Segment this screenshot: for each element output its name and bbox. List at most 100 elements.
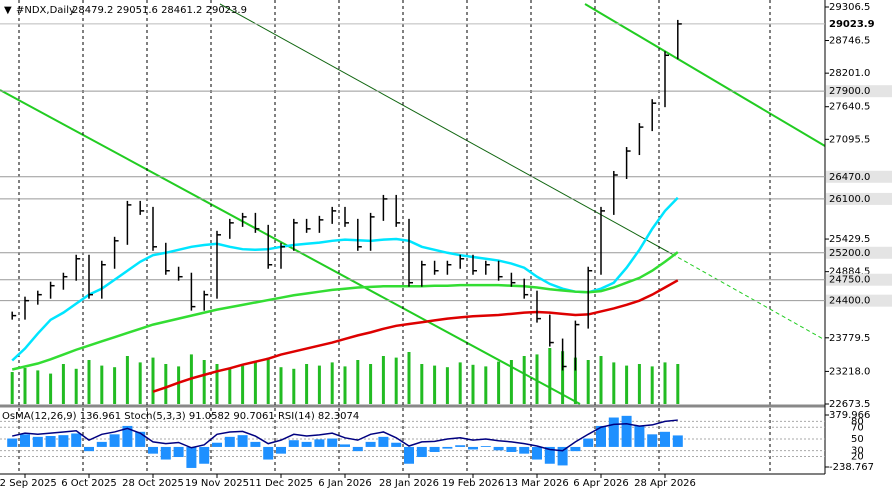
osma-bar xyxy=(519,446,530,454)
volume-bar xyxy=(61,364,65,404)
symbol: ▼ xyxy=(4,5,12,16)
volume-bar xyxy=(407,352,411,404)
moving-average xyxy=(11,251,679,371)
y2-tick-label: 70 xyxy=(851,422,864,433)
osma-bar xyxy=(647,434,658,447)
volume-bar xyxy=(100,365,104,404)
volume-bar xyxy=(317,365,321,404)
osma-bar xyxy=(391,442,402,447)
y-tick-label: 27640.5 xyxy=(829,102,870,113)
osma-bar xyxy=(557,446,568,466)
osma-bar xyxy=(301,441,312,447)
osma-bar xyxy=(224,436,235,447)
level-label: 25200.0 xyxy=(829,248,870,259)
osma-bar xyxy=(20,434,30,447)
osma-bar xyxy=(32,436,43,447)
osma-bar xyxy=(570,446,581,452)
osma-bar xyxy=(327,438,338,447)
volume-bar xyxy=(330,362,334,404)
y2-tick-label: 80 xyxy=(851,416,864,427)
osma-bar xyxy=(378,436,389,447)
volume-bar xyxy=(497,361,501,404)
osma-bar xyxy=(7,438,18,447)
osma-bar xyxy=(288,440,299,447)
level-label-box xyxy=(826,85,892,98)
level-label-box xyxy=(826,294,892,307)
volume-bar xyxy=(23,368,27,404)
osma-bar xyxy=(493,446,504,451)
volume-bar xyxy=(637,364,641,404)
osma-bar xyxy=(276,446,286,454)
x-tick-label: 28 Apr 2026 xyxy=(634,478,696,489)
osma-tick-label: 379.966 xyxy=(829,410,870,421)
trendline xyxy=(584,3,826,147)
rsi-line xyxy=(12,419,678,452)
y2-tick-label: 50 xyxy=(851,434,864,445)
osma-bar xyxy=(506,446,517,452)
volume-bar xyxy=(164,364,168,404)
y-tick-label: 29306.5 xyxy=(829,2,870,13)
trendlines xyxy=(0,0,826,474)
volume-bar xyxy=(484,366,488,404)
osma-bar xyxy=(583,438,594,447)
volume-bar xyxy=(381,356,385,404)
volume-bar xyxy=(522,356,526,404)
last-price-label: 29023.9 xyxy=(829,19,875,30)
x-tick-label: 28 Oct 2025 xyxy=(122,478,184,489)
osma-bar xyxy=(634,425,645,447)
osma-bar xyxy=(237,435,248,447)
osma-bar xyxy=(173,446,184,458)
volume-bar xyxy=(509,360,513,404)
volume-bar xyxy=(599,356,603,404)
volume-bar xyxy=(253,362,257,404)
y-tick-label: 22673.5 xyxy=(829,399,870,410)
x-tick-label: 19 Feb 2026 xyxy=(442,478,504,489)
volume-bar xyxy=(586,360,590,404)
osma-bar xyxy=(109,434,120,447)
volume-bar xyxy=(433,365,437,404)
volume-bar xyxy=(394,357,398,404)
x-tick-label: 12 Sep 2025 xyxy=(0,478,57,489)
osma-bar xyxy=(660,431,670,447)
volume-bar xyxy=(458,362,462,404)
volume-bar xyxy=(215,364,219,404)
level-label: 26470.0 xyxy=(829,172,870,183)
osma-bar xyxy=(429,446,440,452)
volume-bar xyxy=(305,364,309,404)
osma-bar xyxy=(480,446,491,447)
osma-bar xyxy=(455,445,466,447)
osma-bar xyxy=(212,442,222,447)
y-tick-label: 25429.5 xyxy=(829,234,870,245)
osma-bar xyxy=(340,444,350,447)
volume-bar xyxy=(241,365,245,404)
y-tick-label: 27095.5 xyxy=(829,134,870,145)
osma-bar xyxy=(58,435,69,447)
last-price-box xyxy=(826,17,892,30)
y-tick-label: 23218.0 xyxy=(829,366,870,377)
volume-bar xyxy=(676,364,680,404)
osma-bar xyxy=(122,425,133,447)
level-label-box xyxy=(826,246,892,259)
volume-bar xyxy=(228,368,232,404)
osma-bar xyxy=(404,446,414,464)
volume-bar xyxy=(471,364,475,404)
osma-bar xyxy=(186,446,197,468)
osma-bar xyxy=(71,433,82,447)
trendline xyxy=(219,3,673,255)
volume-bar xyxy=(36,370,40,404)
indicator-label: OsMA(12,26,9) 136.961 Stoch(5,3,3) 91.05… xyxy=(2,411,359,422)
level-label: 26100.0 xyxy=(829,194,870,205)
osma-bar xyxy=(352,446,363,452)
y-tick-label: 23779.5 xyxy=(829,333,870,344)
level-label-box xyxy=(826,273,892,286)
y-tick-label: 28201.0 xyxy=(829,68,870,79)
volume-bar xyxy=(10,372,14,404)
osma-bar xyxy=(468,446,478,450)
volume-bar xyxy=(650,366,654,404)
osma-bar xyxy=(148,446,158,454)
osma-bar xyxy=(160,446,171,460)
volume-bar xyxy=(151,357,155,404)
osma-bar xyxy=(621,415,632,447)
volume-bar xyxy=(356,360,360,404)
